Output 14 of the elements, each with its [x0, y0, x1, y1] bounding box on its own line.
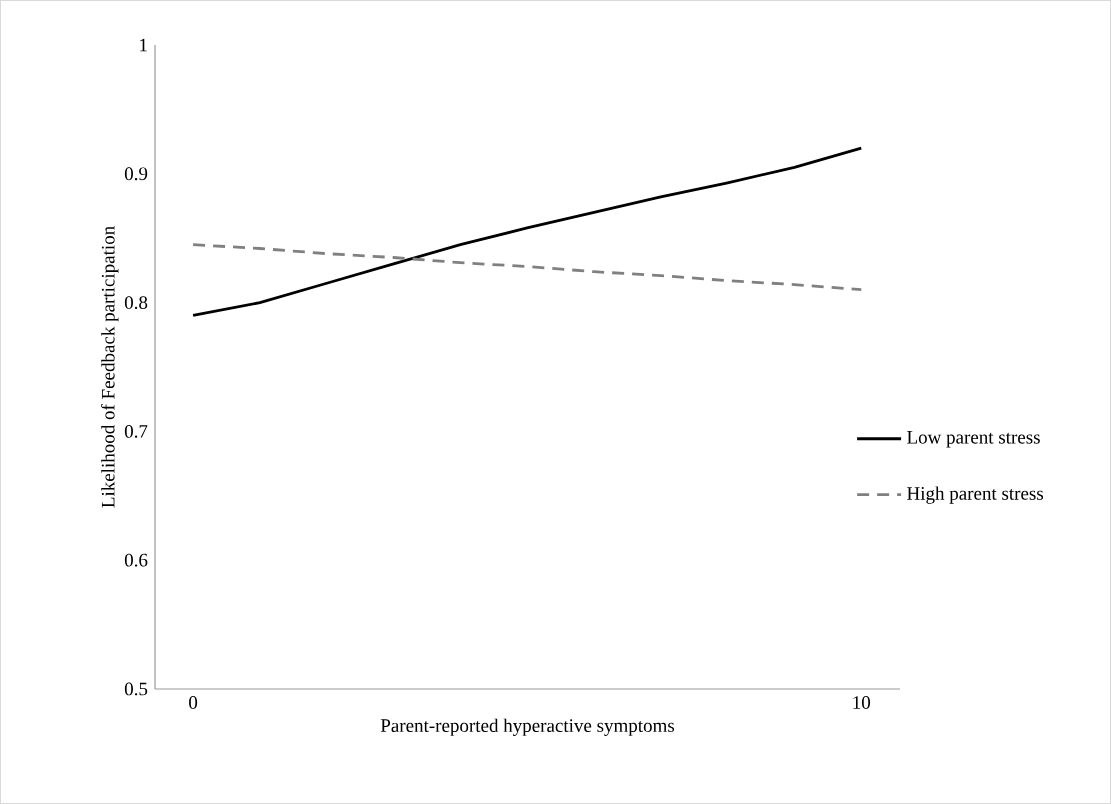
y-tick-label: 0.8 — [124, 296, 148, 310]
line-series — [191, 146, 863, 317]
y-tick-label: 0.6 — [124, 553, 148, 567]
y-tick-label: 1 — [140, 38, 147, 52]
line-series — [191, 243, 863, 292]
x-axis-title: Parent-reported hyperactive symptoms — [380, 718, 675, 736]
y-axis-title: Likelihood of Feedback participation — [101, 226, 119, 508]
x-tick-label: 10 — [853, 696, 871, 709]
legend-label: Low parent stress — [907, 430, 1040, 448]
y-tick-label: 0.5 — [124, 682, 148, 696]
y-tick-label: 0.7 — [124, 424, 148, 438]
legend-label: High parent stress — [907, 486, 1044, 504]
x-tick-label: 0 — [189, 696, 198, 709]
y-tick-label: 0.9 — [124, 167, 148, 181]
